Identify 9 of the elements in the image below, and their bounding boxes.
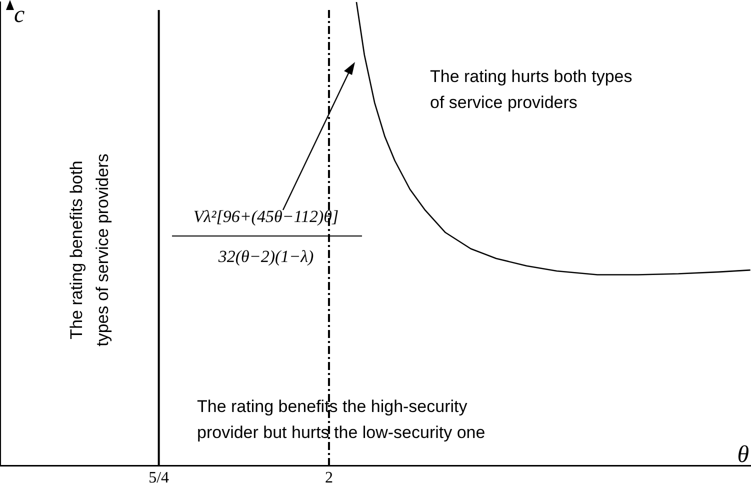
x-tick-label: 2 xyxy=(324,470,333,487)
y-axis-title: c xyxy=(14,2,25,28)
x-tick-label: 5/4 xyxy=(148,470,170,487)
annotation: Vλ²[96+(45θ−112)θ] xyxy=(193,207,339,226)
annotation: The rating hurts both types of service providers xyxy=(430,67,632,112)
annotation: The rating benefits the high-security provider but hurts the low-security one xyxy=(197,397,486,442)
x-axis-title: θ xyxy=(737,442,750,468)
annotation: 32(θ−2)(1−λ) xyxy=(217,247,314,266)
annotation: The rating benefits both types of service providers xyxy=(67,154,112,346)
